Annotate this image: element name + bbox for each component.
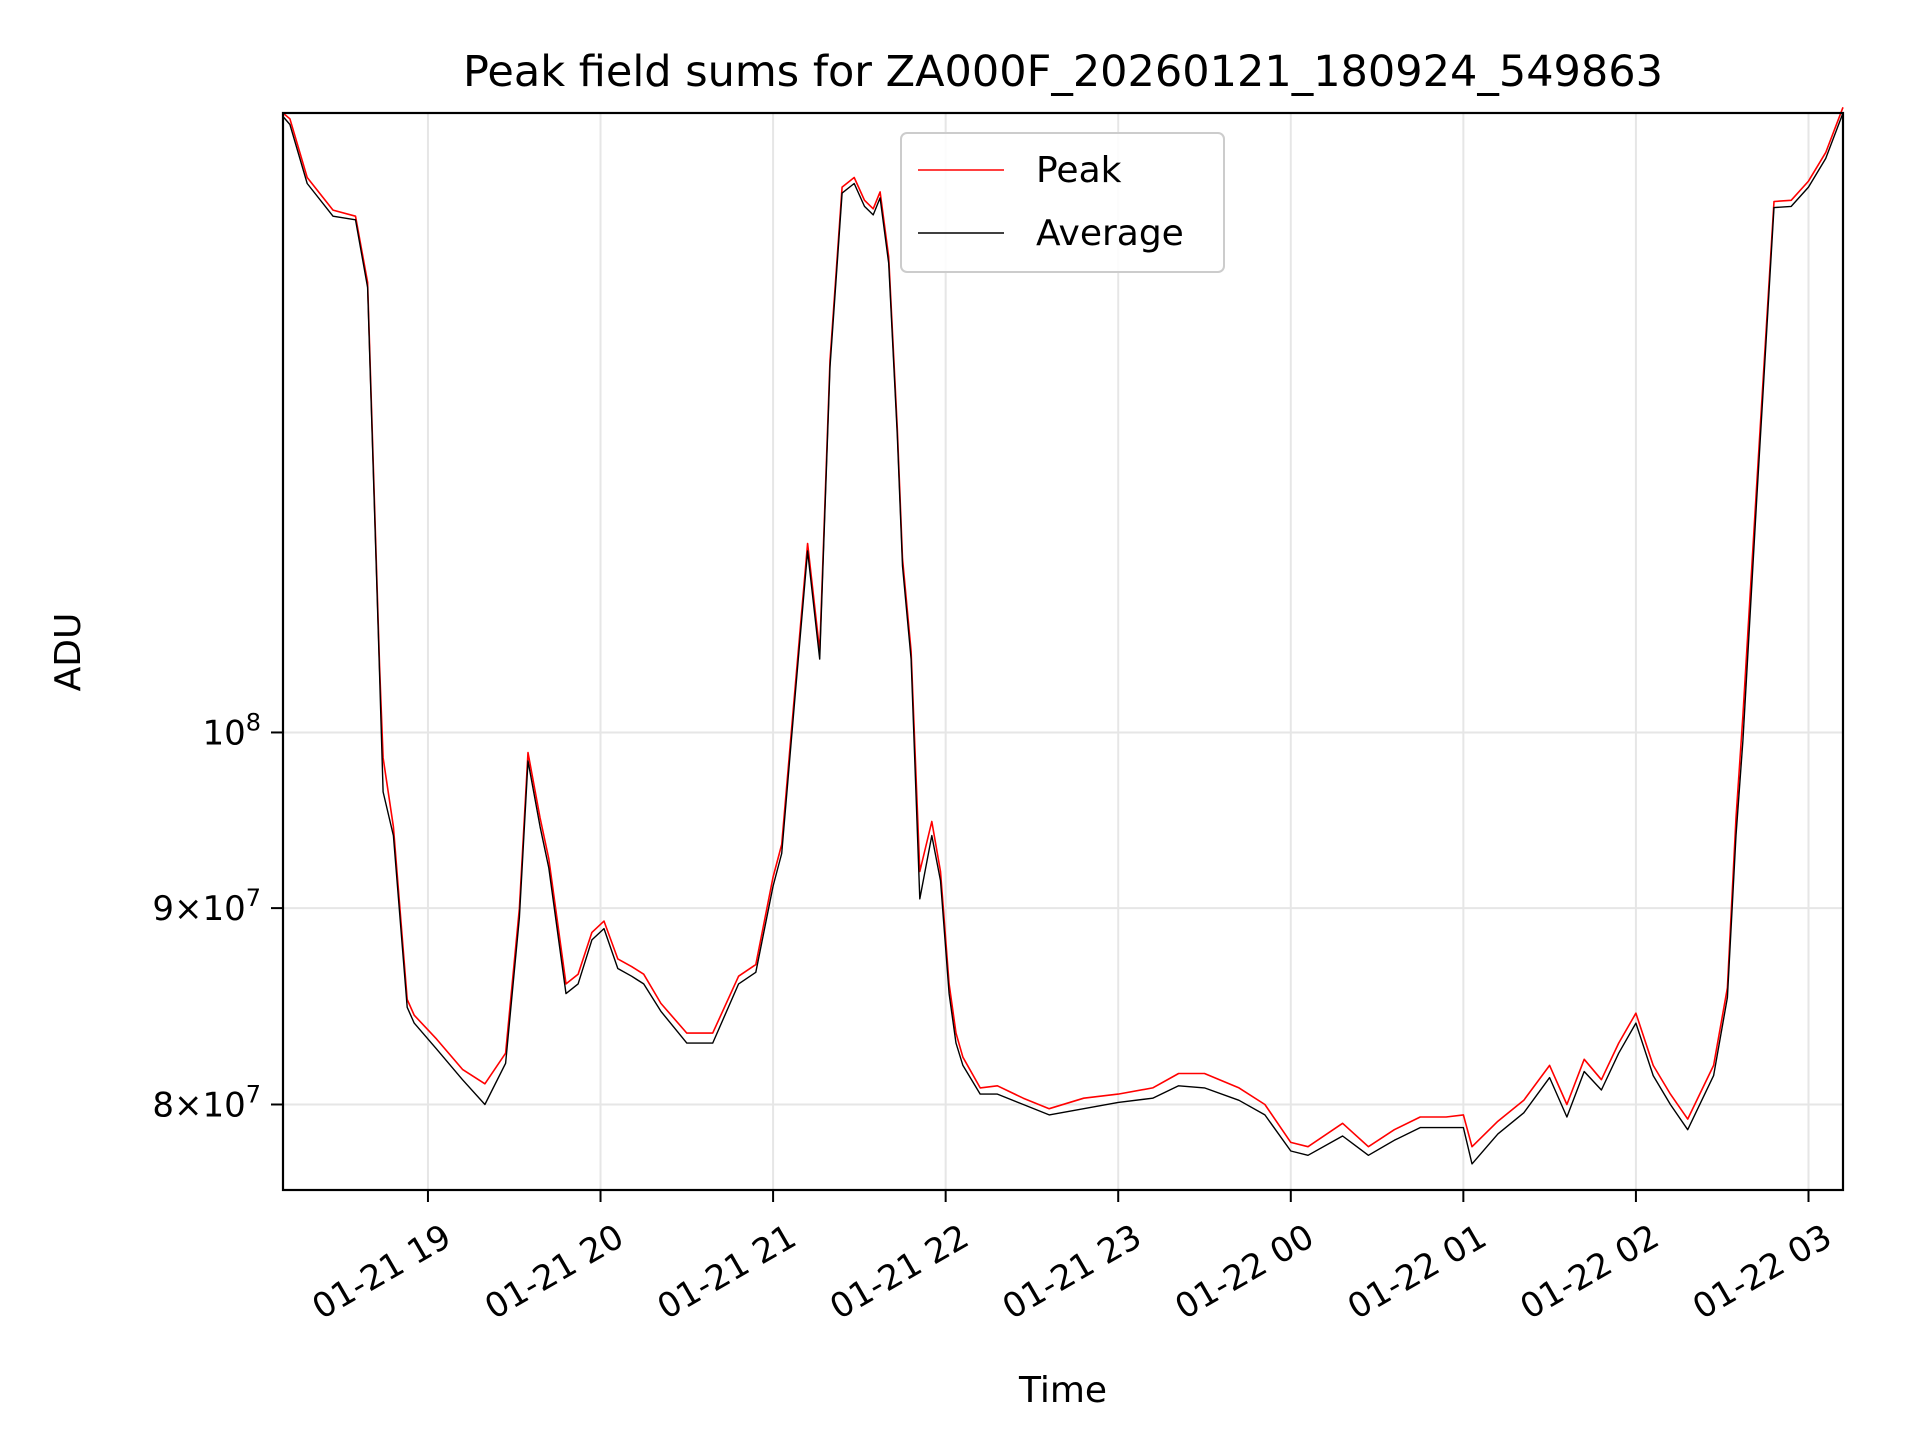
chart-title: Peak field sums for ZA000F_20260121_1809… (463, 47, 1663, 97)
plot-frame (281, 111, 1845, 1192)
y-tick-label: 8×107 (152, 1080, 261, 1125)
legend-frame (900, 132, 1225, 273)
y-tick-label: 9×107 (152, 884, 261, 929)
legend-label-average: Average (1036, 213, 1184, 254)
y-axis-title: ADU (48, 613, 89, 692)
legend: Peak Average (900, 132, 1225, 273)
x-axis-title: Time (1018, 1370, 1107, 1411)
series-layer (282, 107, 1844, 1165)
legend-label-peak: Peak (1036, 150, 1122, 191)
series-line-average (282, 112, 1844, 1165)
